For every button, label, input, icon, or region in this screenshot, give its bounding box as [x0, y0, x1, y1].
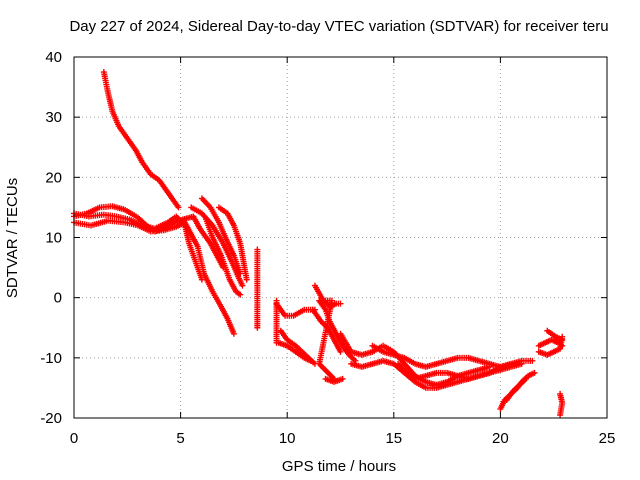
x-tick-label: 5	[176, 430, 184, 447]
series-track-6	[198, 195, 244, 277]
y-tick-label: 0	[54, 290, 62, 307]
data-point	[239, 282, 246, 289]
series-track-20	[497, 369, 538, 412]
series-track-19	[395, 360, 525, 382]
series-track-7	[215, 204, 250, 283]
data-point	[352, 357, 359, 364]
x-tick-label: 15	[385, 430, 402, 447]
x-tick-label: 0	[70, 430, 78, 447]
y-tick-label: 20	[45, 169, 62, 186]
data-point	[243, 276, 250, 283]
y-tick-label: -20	[40, 410, 62, 427]
series-track-27	[273, 297, 280, 346]
series-track-28	[311, 282, 338, 382]
x-tick-label: 20	[492, 430, 509, 447]
data-point	[175, 204, 182, 211]
data-point	[339, 375, 346, 382]
data-point	[273, 339, 280, 346]
data-point	[198, 276, 205, 283]
plot-frame	[73, 56, 608, 419]
y-tick-label: -10	[40, 350, 62, 367]
x-tick-label: 10	[279, 430, 296, 447]
data-point	[522, 375, 529, 382]
data-point	[531, 369, 538, 376]
x-axis-label: GPS time / hours	[282, 458, 396, 475]
data-series	[71, 69, 566, 418]
y-axis-label: SDTVAR / TECUs	[4, 178, 21, 298]
series-track-25	[557, 390, 566, 418]
data-point	[518, 360, 525, 367]
series-track-26	[254, 246, 261, 331]
series-track-21	[503, 375, 529, 403]
data-point	[559, 342, 566, 349]
series-track-4	[71, 210, 205, 283]
data-point	[237, 270, 244, 277]
x-tick-label: 25	[599, 430, 616, 447]
data-point	[529, 357, 536, 364]
series-track-23	[535, 336, 566, 349]
y-tick-label: 30	[45, 109, 62, 126]
data-point	[331, 375, 338, 382]
series-track-5	[188, 204, 246, 289]
data-point	[337, 300, 344, 307]
series-track-24	[544, 327, 566, 343]
data-point	[337, 348, 344, 355]
series-track-1	[100, 69, 182, 211]
data-point	[557, 411, 564, 418]
y-tick-label: 10	[45, 230, 62, 247]
grid-lines	[74, 57, 607, 418]
y-tick-label: 40	[45, 49, 62, 66]
plot-border	[73, 56, 608, 419]
data-point	[254, 324, 261, 331]
series-track-18	[369, 342, 536, 370]
data-point	[230, 330, 237, 337]
axis-ticks: 0 5 10 15 20 25 -20 -10 0 10 20 30 40	[40, 49, 615, 447]
chart-title: Day 227 of 2024, Sidereal Day-to-day VTE…	[69, 18, 608, 35]
series-track-3	[71, 217, 237, 337]
series-track-10	[277, 327, 318, 367]
data-point	[559, 336, 566, 343]
data-point	[237, 291, 244, 298]
series-track-8	[203, 216, 244, 298]
